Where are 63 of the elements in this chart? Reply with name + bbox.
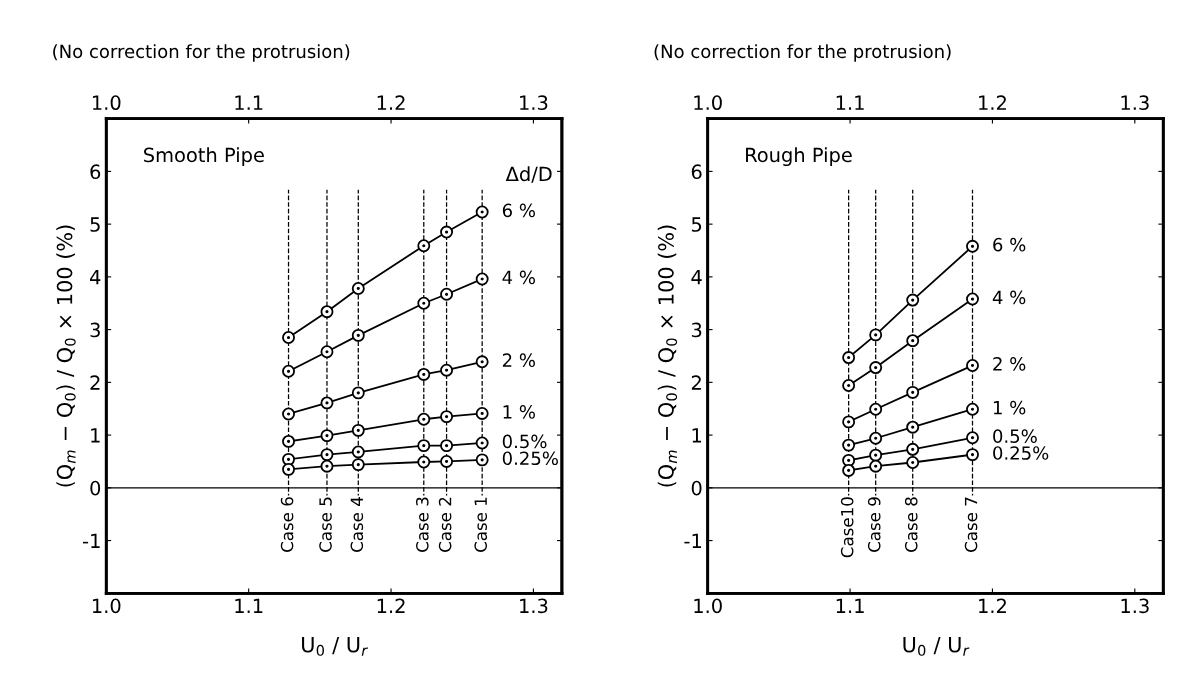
- y-tick-label: 4: [90, 270, 101, 285]
- series-label: 6 %: [993, 237, 1026, 252]
- y-tick-label: 3: [691, 322, 702, 338]
- series-label: 1 %: [503, 405, 535, 419]
- x-tick-label: 1.2: [979, 598, 1006, 613]
- x-tick-label: 1.0: [92, 598, 121, 614]
- y-tick-label: 0: [90, 480, 101, 496]
- series-label: 2 %: [993, 357, 1026, 371]
- y-tick-label: -1: [684, 533, 702, 548]
- legend-label: 0.5%: [502, 434, 547, 449]
- y-tick-label: 6: [90, 164, 101, 180]
- series-label: 4 %: [992, 290, 1026, 305]
- ref-line-label: Case 1: [474, 497, 487, 552]
- y-tick-label: -1: [82, 533, 100, 548]
- y-tick-label: 2: [691, 375, 701, 390]
- x2-tick-label: 1.0: [92, 95, 121, 111]
- series-label: 1 %: [993, 400, 1026, 415]
- ref-line-label: Case 5: [319, 497, 332, 552]
- ref-line-label: Case 7: [964, 497, 978, 552]
- annotation: Smooth Pipe: [144, 147, 264, 167]
- y-tick-label: 1: [692, 428, 702, 443]
- legend-title: Δd/D: [505, 166, 552, 183]
- ref-line-label: Case10: [840, 497, 854, 558]
- x-tick-label: 1.1: [235, 598, 263, 613]
- x-tick-label: 1.0: [694, 598, 722, 614]
- series-label: 0.25%: [502, 451, 558, 466]
- y-tick-label: 1: [91, 428, 100, 443]
- ref-line-label: Case 4: [350, 497, 364, 552]
- y-axis-title: (Q$_{m}$ − Q$_{0}$) / Q$_{0}$ × 100 (%): [56, 225, 76, 487]
- y-tick-label: 2: [90, 375, 100, 390]
- x-tick-label: 1.3: [520, 598, 548, 614]
- x2-tick-label: 1.3: [1121, 95, 1149, 111]
- x2-tick-label: 1.3: [520, 95, 548, 111]
- ref-line-label: Case 6: [280, 497, 294, 552]
- x-axis-title: U$_{0}$ / U$_{r}$: [903, 637, 970, 656]
- x-tick-label: 1.3: [1121, 598, 1149, 614]
- y-tick-label: 3: [90, 322, 100, 338]
- ref-line-label: Case 2: [438, 497, 452, 552]
- x-axis-title: U$_{0}$ / U$_{r}$: [302, 637, 368, 656]
- x2-tick-label: 1.1: [836, 95, 864, 110]
- x2-tick-label: 1.0: [694, 95, 722, 111]
- x2-tick-label: 1.2: [979, 95, 1006, 110]
- annotation: Rough Pipe: [746, 147, 852, 167]
- y-tick-label: 5: [90, 217, 100, 232]
- y-axis-title: (Q$_{m}$ − Q$_{0}$) / Q$_{0}$ × 100 (%): [657, 225, 678, 487]
- series-label: 2 %: [502, 353, 535, 368]
- x2-tick-label: 1.1: [235, 95, 263, 110]
- ref-line-label: Case 3: [416, 497, 429, 552]
- series-label: 6 %: [502, 203, 535, 218]
- x-tick-label: 1.1: [836, 598, 864, 613]
- y-tick-label: 5: [691, 217, 702, 232]
- y-tick-label: 4: [691, 270, 702, 285]
- y-tick-label: 6: [691, 164, 702, 180]
- ref-line-label: Case 9: [867, 497, 881, 552]
- series-label: 0.5%: [993, 429, 1037, 443]
- y-tick-label: 0: [691, 480, 702, 496]
- ref-line-label: Case 8: [904, 497, 918, 552]
- series-label: 0.25%: [993, 446, 1049, 460]
- x-tick-label: 1.2: [377, 598, 405, 613]
- x2-tick-label: 1.2: [377, 95, 405, 110]
- chart-title: (No correction for the protrusion): [53, 44, 350, 62]
- legend-label: 4 %: [502, 270, 535, 285]
- chart-title: (No correction for the protrusion): [654, 44, 951, 62]
